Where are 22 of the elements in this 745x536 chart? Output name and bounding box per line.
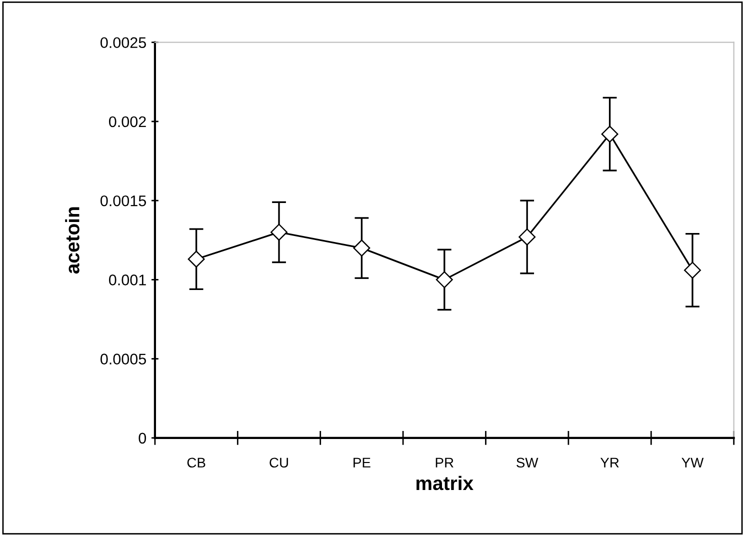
- x-tick-label: YR: [600, 458, 619, 468]
- point: [270, 224, 288, 241]
- x-tick-label: CU: [270, 458, 288, 468]
- point: [684, 262, 701, 279]
- y-tick-label: 0.002: [108, 116, 146, 128]
- point: [353, 240, 370, 257]
- y-tick-label: 0: [138, 432, 146, 444]
- x-tick-label: PR: [436, 458, 454, 468]
- point: [436, 271, 453, 288]
- y-tick-label: 0.0015: [100, 195, 146, 206]
- x-tick-label: CB: [187, 458, 206, 468]
- y-tick-label: 0.0025: [100, 37, 146, 48]
- point: [518, 228, 536, 246]
- x-axis-title: matrix: [416, 476, 474, 490]
- x-tick-label: PE: [354, 458, 370, 468]
- x-tick-label: SW: [516, 458, 538, 468]
- y-tick-label: 0.001: [108, 274, 146, 286]
- point: [601, 126, 618, 143]
- y-axis-title: acetoin: [65, 207, 80, 274]
- point: [188, 250, 205, 268]
- y-tick-label: 0.0005: [100, 354, 146, 364]
- x-tick-label: YW: [682, 458, 704, 468]
